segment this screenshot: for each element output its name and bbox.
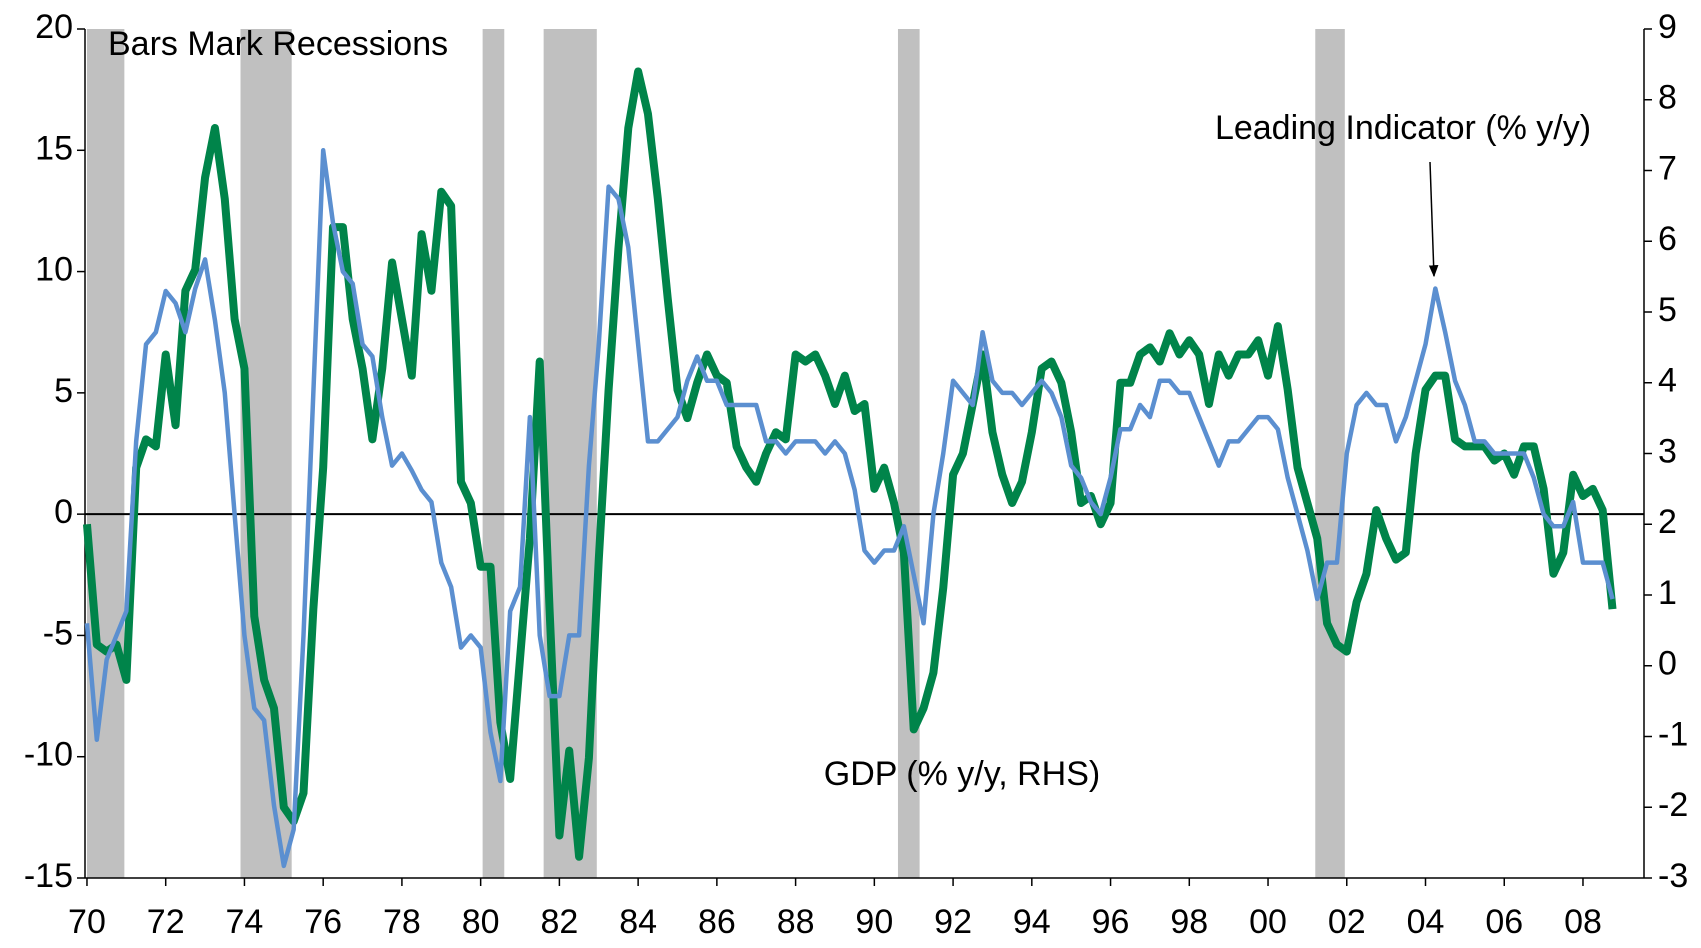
annotation: Bars Mark Recessions [108, 25, 448, 63]
series-label: Leading Indicator (% y/y) [1215, 109, 1591, 147]
x-tick-label: 96 [1092, 903, 1130, 941]
x-tick-label: 86 [698, 903, 736, 941]
x-tick-label: 72 [147, 903, 185, 941]
x-tick-label: 76 [304, 903, 342, 941]
y2-tick-label: 3 [1658, 432, 1677, 470]
y2-tick-label: 1 [1658, 574, 1677, 612]
y2-tick-label: 7 [1658, 149, 1677, 187]
x-tick-label: 80 [462, 903, 500, 941]
series-label: GDP (% y/y, RHS) [824, 755, 1100, 793]
y2-tick-label: -3 [1658, 857, 1688, 895]
x-tick-label: 02 [1328, 903, 1366, 941]
x-tick-label: 04 [1407, 903, 1445, 941]
series-line [84, 148, 1615, 869]
y2-tick-label: 9 [1658, 8, 1677, 46]
x-tick-label: 06 [1485, 903, 1523, 941]
recession-bar [86, 29, 125, 878]
series-line [82, 67, 1617, 861]
y-tick-label: 10 [35, 251, 73, 289]
x-tick-label: 88 [777, 903, 815, 941]
recession-bar [897, 29, 920, 878]
y2-tick-label: 8 [1658, 79, 1677, 117]
y-tick-label: -5 [43, 614, 73, 652]
y-tick-label: -15 [24, 857, 73, 895]
y2-tick-label: 5 [1658, 291, 1677, 329]
x-tick-label: 94 [1013, 903, 1051, 941]
x-tick-label: 98 [1170, 903, 1208, 941]
x-tick-label: 84 [619, 903, 657, 941]
y-tick-label: 0 [54, 493, 73, 531]
x-tick-label: 92 [934, 903, 972, 941]
y2-tick-label: -1 [1658, 715, 1688, 753]
y-tick-label: 15 [35, 129, 73, 167]
x-tick-label: 08 [1564, 903, 1602, 941]
y2-tick-label: -2 [1658, 786, 1688, 824]
y2-tick-label: 4 [1658, 362, 1677, 400]
x-tick-label: 00 [1249, 903, 1287, 941]
y2-tick-label: 2 [1658, 503, 1677, 541]
y-tick-label: 5 [54, 372, 73, 410]
y-tick-label: -10 [24, 736, 73, 774]
x-tick-label: 82 [540, 903, 578, 941]
recession-bar [1315, 29, 1345, 878]
x-tick-label: 70 [68, 903, 106, 941]
x-tick-label: 90 [855, 903, 893, 941]
x-tick-label: 78 [383, 903, 421, 941]
annotation-arrow [1428, 161, 1439, 278]
x-tick-label: 74 [226, 903, 264, 941]
y-tick-label: 20 [35, 8, 73, 46]
y2-tick-label: 0 [1658, 645, 1677, 683]
y2-tick-label: 6 [1658, 220, 1677, 258]
